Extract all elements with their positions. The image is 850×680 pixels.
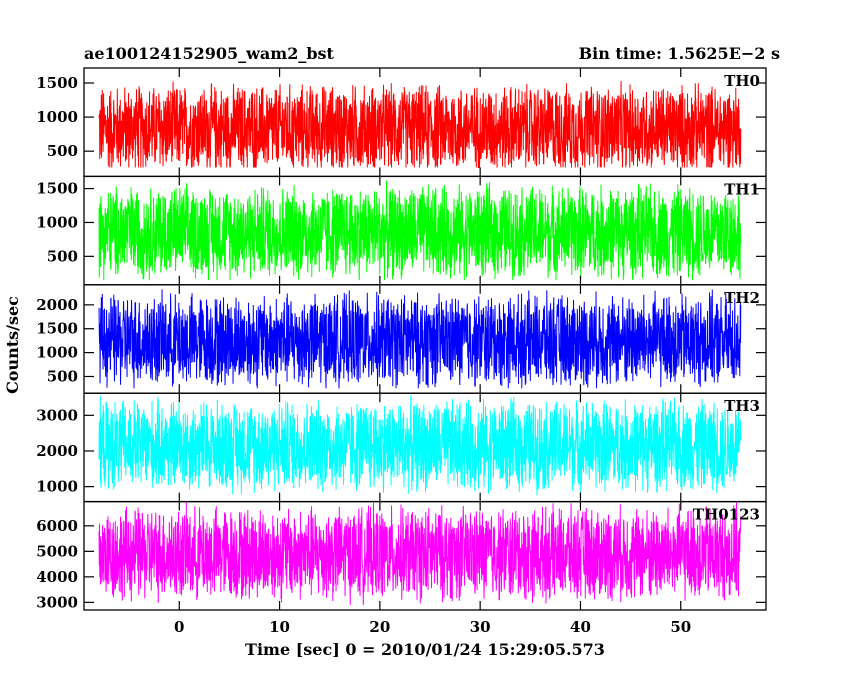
series-th2 (98, 289, 742, 389)
y-tick-label: 500 (47, 247, 78, 265)
x-tick-label: 40 (570, 618, 591, 636)
panel-label: TH0123 (693, 506, 760, 524)
y-axis-label: Counts/sec (3, 296, 22, 394)
panel-label: TH1 (724, 180, 760, 198)
y-tick-label: 1500 (36, 74, 78, 92)
x-tick-label: 20 (369, 618, 390, 636)
x-tick-label: 0 (174, 618, 184, 636)
x-tick-label: 50 (670, 618, 691, 636)
panel-frame (83, 500, 767, 611)
y-tick-label: 500 (47, 142, 78, 160)
x-tick-label: 30 (470, 618, 491, 636)
series-th0123 (98, 501, 742, 606)
series-th1 (98, 180, 742, 281)
panel-label: TH2 (724, 289, 760, 307)
y-tick-label: 1500 (36, 180, 78, 198)
y-tick-label: 3000 (36, 406, 78, 424)
y-tick-label: 3000 (36, 593, 78, 611)
y-tick-label: 1000 (36, 344, 78, 362)
x-axis-label: Time [sec] 0 = 2010/01/24 15:29:05.573 (245, 640, 605, 659)
y-tick-label: 6000 (36, 517, 78, 535)
y-tick-label: 1000 (36, 478, 78, 496)
y-tick-label: 5000 (36, 542, 78, 560)
panels-group: 500 1000 1500 TH0 500 1000 1500 TH1 500 1000 1500 2… (36, 67, 767, 611)
x-axis: 0 10 20 30 40 50 (174, 618, 691, 636)
y-tick-label: 500 (47, 367, 78, 385)
y-tick-label: 1000 (36, 108, 78, 126)
panel-th2: 500 1000 1500 2000 TH2 (36, 284, 767, 394)
y-tick-label: 4000 (36, 568, 78, 586)
bin-time-label: Bin time: 1.5625E−2 s (579, 44, 780, 63)
panel-label: TH3 (724, 397, 760, 415)
panel-label: TH0 (724, 72, 760, 90)
x-tick-label: 10 (269, 618, 290, 636)
series-th3 (98, 395, 742, 496)
panel-th3: 1000 2000 3000 TH3 (36, 392, 767, 503)
chart-title: ae100124152905_wam2_bst (84, 44, 335, 63)
panel-th1: 500 1000 1500 TH1 (36, 175, 767, 286)
panel-th0123: 3000 4000 5000 6000 TH0123 (36, 500, 767, 611)
y-tick-label: 1000 (36, 213, 78, 231)
y-tick-label: 1500 (36, 320, 78, 338)
y-tick-label: 2000 (36, 296, 78, 314)
series-th0 (98, 80, 742, 168)
y-tick-label: 2000 (36, 442, 78, 460)
panel-th0: 500 1000 1500 TH0 (36, 67, 767, 178)
